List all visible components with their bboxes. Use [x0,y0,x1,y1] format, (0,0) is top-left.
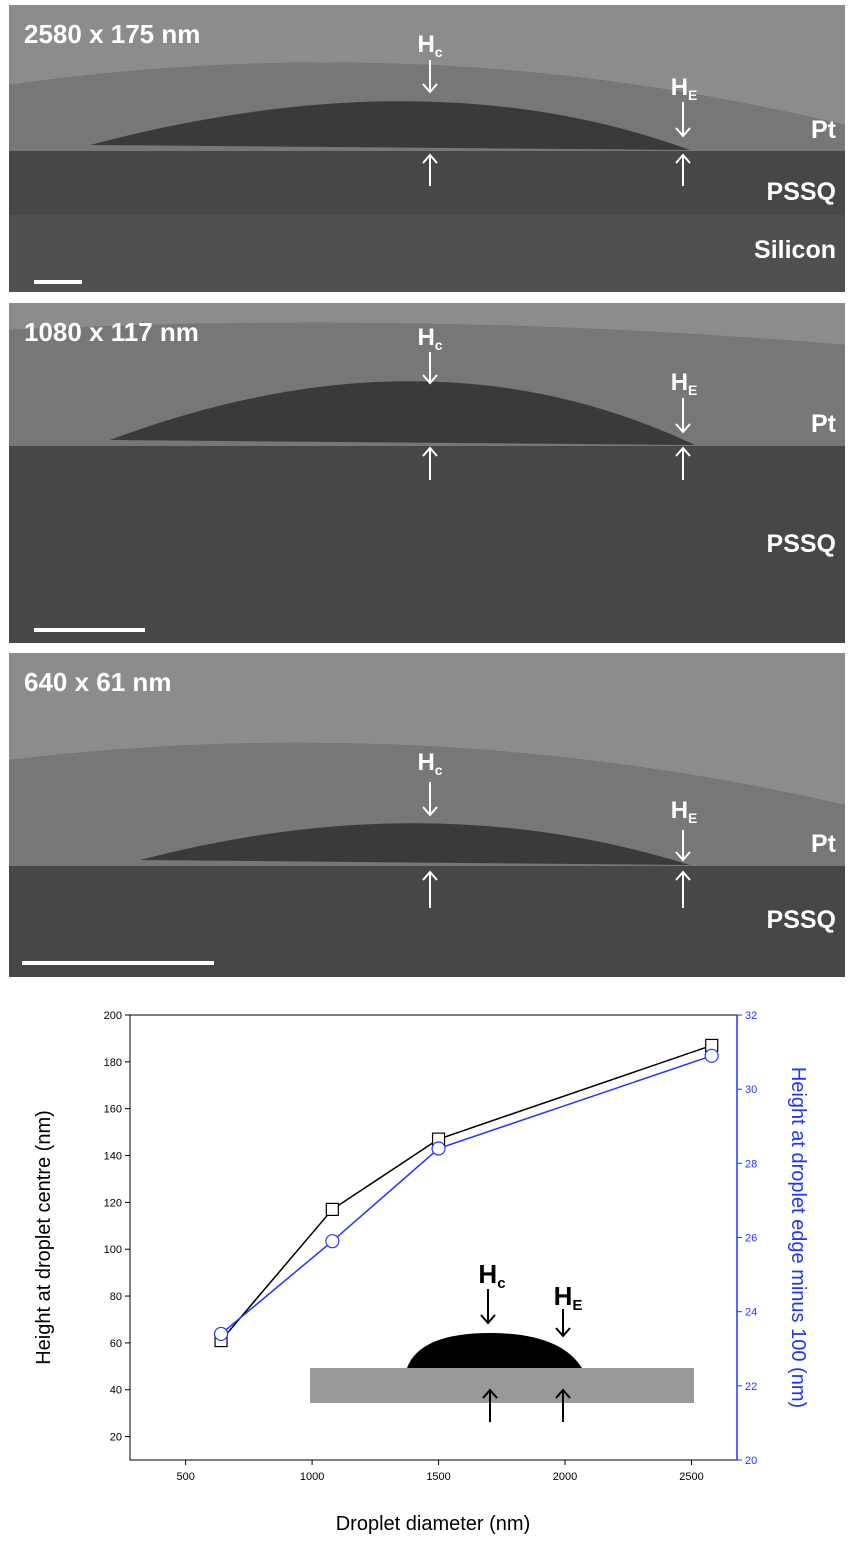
pssq [9,446,845,643]
hc-label-sub: c [435,337,443,353]
y2-tick-label: 20 [745,1455,757,1467]
inset-substrate [310,1368,694,1403]
series-line [220,1044,712,1342]
inset-hc: Hc [478,1259,505,1292]
x-axis-title: Droplet diameter (nm) [336,1513,531,1535]
marker [431,1141,446,1156]
he-label-main: H [671,797,688,824]
he-label: HE [671,797,698,826]
he-label: HE [671,369,698,398]
y-tick-label: 120 [104,1197,122,1209]
y-axis-title: Height at droplet centre (nm) [33,1110,55,1365]
inset-hc-sub: c [497,1275,505,1292]
layer-label: PSSQ [767,178,836,206]
he-label-sub: E [688,382,697,398]
hc-label-main: H [417,31,434,58]
y2-tick-label: 24 [745,1307,757,1319]
layer-label: PSSQ [767,906,836,934]
inset-droplet [407,1333,582,1368]
layer-label: PSSQ [767,530,836,558]
arrow-up-head [675,870,691,881]
arrow-up-head [422,153,438,164]
hc-label-main: H [417,324,434,351]
x-tick-label: 500 [176,1471,194,1483]
marker [325,1234,340,1249]
arrow-down-head [675,423,691,434]
inset-arrow-head [480,1314,496,1325]
layer-label: Pt [811,410,837,438]
pt-layer [9,742,845,868]
arrow-up-head [422,870,438,881]
hc-label: Hc [417,324,442,353]
marker [704,1048,719,1063]
arrow-down-head [422,374,438,385]
y-tick-label: 160 [104,1104,122,1116]
y-tick-label: 60 [110,1338,122,1350]
upper-film [9,303,845,345]
x-tick-label: 1500 [426,1471,450,1483]
inset-arrow-head [482,1388,498,1399]
pssq [9,866,845,977]
he-label-main: H [671,74,688,101]
y-tick-label: 40 [110,1385,122,1397]
inset-hc-main: H [478,1259,497,1289]
inset-he-sub: E [572,1297,582,1314]
arrow-up-head [422,446,438,457]
y-tick-label: 80 [110,1291,122,1303]
hc-label: Hc [417,31,442,60]
arrow-up-head [675,153,691,164]
y-tick-label: 20 [110,1432,122,1444]
layer-label: Pt [811,830,837,858]
upper-film [9,653,845,805]
he-label: HE [671,74,698,103]
y-tick-label: 140 [104,1151,122,1163]
he-label-sub: E [688,87,697,103]
y2-tick-label: 32 [745,1010,757,1022]
hc-label-sub: c [435,762,443,778]
arrow-down-head [675,851,691,862]
inset-he: HE [554,1281,583,1314]
y2-tick-label: 26 [745,1233,757,1245]
y-tick-label: 180 [104,1057,122,1069]
x-tick-label: 2500 [679,1471,703,1483]
inset-arrow-head [555,1388,571,1399]
arrow-down-head [675,127,691,138]
hc-label-main: H [417,749,434,776]
droplet [90,101,690,150]
layer-label: Pt [811,116,837,144]
panel-title: 2580 x 175 nm [24,19,200,49]
y2-tick-label: 28 [745,1158,757,1170]
panel-title: 640 x 61 nm [24,667,171,697]
droplet [140,823,690,865]
inset-he-main: H [554,1281,573,1311]
arrow-up-head [675,446,691,457]
silicon [9,215,845,292]
upper-film [9,5,845,125]
y2-tick-label: 22 [745,1381,757,1393]
arrow-down-head [422,83,438,94]
droplet [110,381,695,445]
hc-label-sub: c [435,44,443,60]
he-label-main: H [671,369,688,396]
arrow-down-head [422,806,438,817]
y-tick-label: 100 [104,1244,122,1256]
x-tick-label: 2000 [553,1471,577,1483]
panel-title: 1080 x 117 nm [24,317,199,347]
marker [213,1326,229,1342]
series-line [220,1055,712,1335]
hc-label: Hc [417,749,442,778]
marker [325,1202,339,1216]
x-tick-label: 1000 [300,1471,324,1483]
he-label-sub: E [688,810,697,826]
layer-label: Silicon [754,236,836,264]
y2-axis-title: Height at droplet edge minus 100 (nm) [787,1067,809,1408]
y2-tick-label: 30 [745,1084,757,1096]
inset-arrow-head [555,1327,571,1338]
y-tick-label: 200 [104,1010,122,1022]
